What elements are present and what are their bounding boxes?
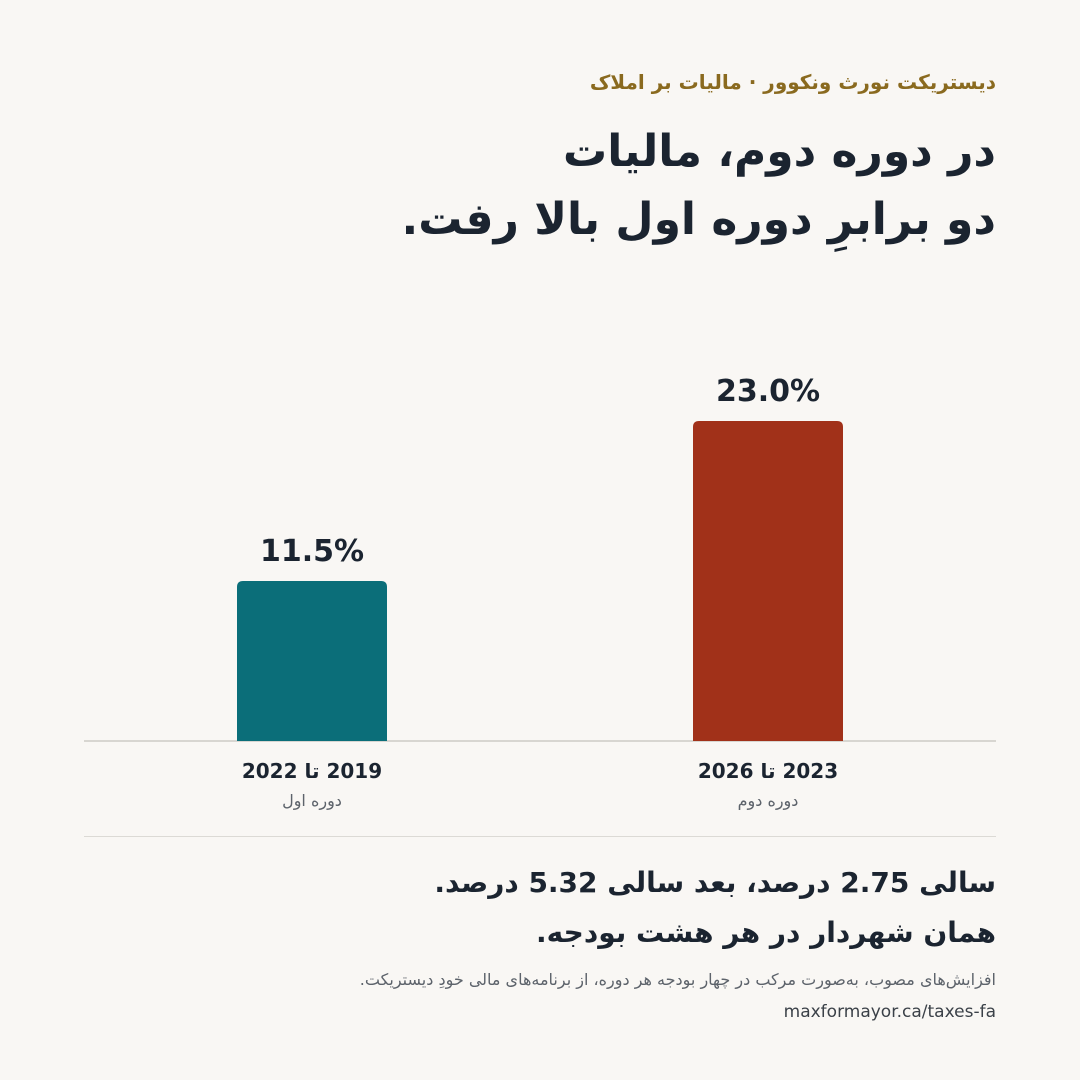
category-label-2: 2023 تا 2026 <box>698 759 838 783</box>
footnote: افزایش‌های مصوب، به‌صورت مرکب در چهار بو… <box>359 970 996 989</box>
summary-line-1: سالی 2.75 درصد، بعد سالی 5.32 درصد. <box>434 866 996 899</box>
bar-2 <box>693 421 843 741</box>
title-line-1: در دوره دوم، مالیات <box>563 126 996 177</box>
category-sublabel-2: دوره دوم <box>738 791 799 811</box>
chart-title: در دوره دوم، مالیات دو برابرِ دوره اول ب… <box>84 118 996 254</box>
bar-chart: 11.5% 2019 تا 2022 دوره اول 23.0% 2023 تا 20… <box>84 374 996 811</box>
source-url[interactable]: maxformayor.ca/taxes-fa <box>783 1002 996 1022</box>
bars-group: 11.5% 2019 تا 2022 دوره اول 23.0% 2023 تا 20… <box>237 374 843 811</box>
summary-line-2: همان شهردار در هر هشت بودجه. <box>536 916 996 949</box>
category-label-1: 2019 تا 2022 <box>242 759 382 783</box>
bar-value-label-2: 23.0% <box>716 374 820 409</box>
summary-text: سالی 2.75 درصد، بعد سالی 5.32 درصد. همان… <box>84 858 996 958</box>
bar-value-label-1: 11.5% <box>260 534 364 569</box>
chart-kicker: دیستریکت نورث ونکوور · مالیات بر املاک <box>589 70 996 94</box>
title-line-2: دو برابرِ دوره اول بالا رفت. <box>401 194 996 245</box>
section-divider <box>84 836 996 837</box>
category-sublabel-1: دوره اول <box>282 791 342 811</box>
bar-1 <box>237 581 387 741</box>
